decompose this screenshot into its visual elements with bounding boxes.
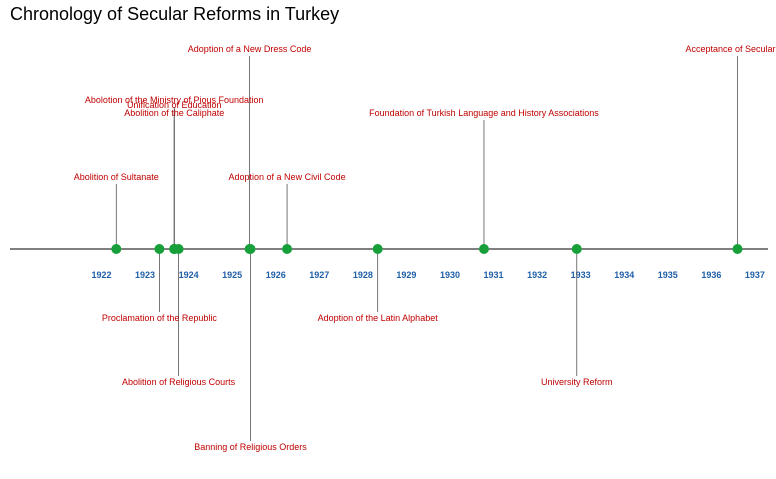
- event-label: Proclamation of the Republic: [102, 313, 218, 323]
- year-label: 1924: [179, 270, 199, 280]
- event-point: [372, 244, 383, 254]
- year-label: 1931: [484, 270, 504, 280]
- year-label: 1937: [745, 270, 765, 280]
- event-point: [173, 244, 184, 254]
- event-label: Abolition of Religious Courts: [122, 377, 236, 387]
- year-label: 1923: [135, 270, 155, 280]
- year-label: 1933: [571, 270, 591, 280]
- event-point: [154, 244, 165, 254]
- event-label: Unification of Education: [127, 100, 222, 110]
- event-label: Adoption of a New Civil Code: [229, 172, 346, 182]
- event-point: [732, 244, 743, 254]
- year-label: 1928: [353, 270, 373, 280]
- event-label: Adoption of the Latin Alphabet: [318, 313, 439, 323]
- event-label: University Reform: [541, 377, 613, 387]
- event-stems: [115, 56, 738, 441]
- event-points: [111, 244, 743, 254]
- event-point: [478, 244, 489, 254]
- event-label: Abolotion of the Ministry of Pious Found…: [85, 95, 264, 105]
- event-point: [111, 244, 122, 254]
- event-label: Abolition of Sultanate: [74, 172, 159, 182]
- year-label: 1932: [527, 270, 547, 280]
- event-label: Acceptance of Secularism: [685, 44, 776, 54]
- event-label: Foundation of Turkish Language and Histo…: [369, 108, 599, 118]
- event-point: [245, 244, 256, 254]
- year-label: 1922: [91, 270, 111, 280]
- event-label: Banning of Religious Orders: [194, 442, 307, 452]
- year-label: 1926: [266, 270, 286, 280]
- year-label: 1925: [222, 270, 242, 280]
- year-labels: 1922 1923 1924 1925 1926 1927 1928 1929 1930 1931…: [91, 270, 764, 280]
- event-point: [571, 244, 582, 254]
- year-label: 1929: [396, 270, 416, 280]
- event-labels: Abolition of Sultanate Proclamation of th…: [74, 44, 776, 452]
- event-label: Abolition of the Caliphate: [124, 108, 224, 118]
- year-label: 1935: [658, 270, 678, 280]
- year-label: 1934: [614, 270, 634, 280]
- year-label: 1930: [440, 270, 460, 280]
- year-label: 1927: [309, 270, 329, 280]
- year-label: 1936: [701, 270, 721, 280]
- event-point: [282, 244, 293, 254]
- event-label: Adoption of a New Dress Code: [188, 44, 312, 54]
- chart-title: Chronology of Secular Reforms in Turkey: [10, 4, 340, 24]
